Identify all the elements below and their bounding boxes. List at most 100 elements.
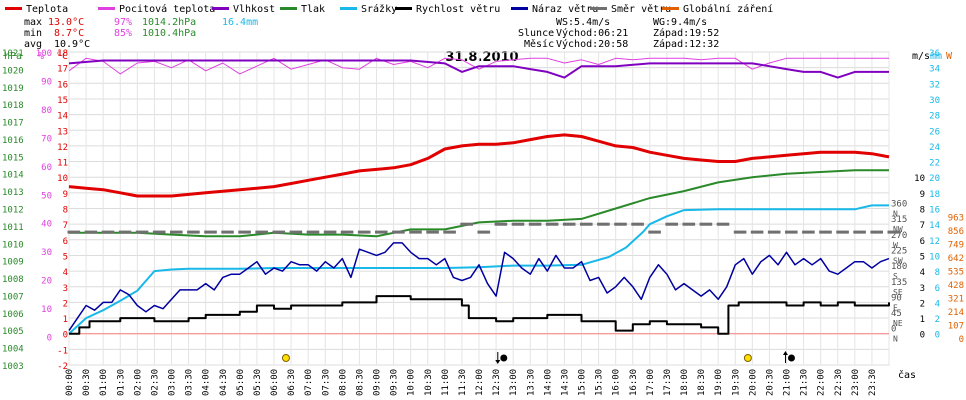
wind-direction-dot bbox=[128, 230, 132, 234]
wind-direction-dot bbox=[587, 222, 591, 226]
wind-direction-dot bbox=[657, 230, 661, 234]
wind-direction-dot bbox=[330, 230, 334, 234]
wind-direction-dot bbox=[770, 230, 774, 234]
time-tick-5: 02:30 bbox=[150, 369, 160, 396]
stat-min-hum: 85% bbox=[114, 28, 132, 39]
legend-label-4: Srážky bbox=[361, 3, 397, 15]
wind-direction-dot bbox=[213, 230, 217, 234]
wind-tick-4: 4 bbox=[920, 268, 925, 278]
humidity-tick-3: 30 bbox=[41, 248, 52, 258]
wind-direction-dot bbox=[689, 222, 693, 226]
wind-direction-dot bbox=[619, 222, 622, 226]
wind-direction-dot bbox=[260, 230, 264, 234]
wind-direction-dot bbox=[91, 230, 95, 234]
wind-direction-dot bbox=[514, 222, 518, 226]
wind-direction-dot bbox=[794, 230, 798, 234]
dir-tick-7: 315 bbox=[891, 215, 907, 225]
humidity-tick-6: 60 bbox=[41, 163, 52, 173]
stat-max-hum: 97% bbox=[114, 17, 132, 28]
time-tick-13: 06:30 bbox=[287, 369, 297, 396]
wind-direction-dot bbox=[367, 230, 371, 234]
pressure-tick-14: 1017 bbox=[2, 119, 24, 129]
humidity-tick-5: 50 bbox=[41, 191, 52, 201]
time-tick-12: 06:00 bbox=[270, 369, 280, 396]
wind-direction-dot bbox=[589, 222, 593, 226]
wind-direction-dot bbox=[604, 222, 608, 226]
wind-direction-dot bbox=[880, 230, 883, 234]
dir-letter-7: NW bbox=[893, 225, 903, 234]
legend-swatch-7 bbox=[590, 7, 607, 10]
wind-tick-0: 0 bbox=[920, 331, 925, 341]
legend-label-0: Teplota bbox=[26, 4, 68, 15]
wind-direction-dot bbox=[601, 222, 605, 226]
dir-letter-3: SE bbox=[893, 288, 903, 297]
legend-label-5: Rychlost větru bbox=[416, 3, 500, 15]
stat-max-press: 1014.2hPa bbox=[142, 17, 196, 28]
wind-direction-dot bbox=[504, 222, 508, 226]
sun-marker-0 bbox=[281, 354, 290, 362]
solar-tick-2: 214 bbox=[948, 308, 964, 318]
stat-avg-temp: 10.9°C bbox=[54, 39, 90, 50]
wind-direction-dot bbox=[828, 230, 832, 234]
time-tick-35: 17:30 bbox=[663, 369, 673, 396]
wind-direction-dot bbox=[494, 222, 498, 226]
wind-direction-dot bbox=[145, 230, 149, 234]
temperature-line bbox=[68, 133, 890, 198]
wind-direction-dot bbox=[221, 230, 225, 234]
wind-direction-dot bbox=[245, 230, 249, 234]
wind-direction-dot bbox=[565, 222, 569, 226]
wind-direction-dot bbox=[733, 230, 737, 234]
dir-tick-4: 180 bbox=[891, 262, 907, 272]
time-tick-23: 11:30 bbox=[458, 369, 468, 396]
wind-direction-dot bbox=[567, 222, 571, 226]
time-tick-9: 04:30 bbox=[219, 369, 229, 396]
wind-direction-dot bbox=[855, 230, 859, 234]
wind-direction-dot bbox=[875, 230, 879, 234]
legend-swatch-5 bbox=[395, 7, 412, 10]
wind-direction-dot bbox=[670, 222, 674, 226]
temp-tick-8: 6 bbox=[63, 237, 68, 247]
wind-direction-dot bbox=[845, 230, 849, 234]
temp-tick-15: 13 bbox=[57, 127, 68, 137]
wind-direction-dot bbox=[484, 230, 488, 234]
legend-label-8: Globální záření bbox=[683, 3, 773, 15]
wind-direction-dot bbox=[892, 230, 896, 234]
wind-direction-dot bbox=[392, 230, 396, 234]
pressure-tick-17: 1020 bbox=[2, 66, 24, 76]
wind-direction-dot bbox=[247, 230, 251, 234]
wind-direction-dot bbox=[716, 222, 720, 226]
wind-direction-dot bbox=[172, 230, 176, 234]
dir-letter-5: SW bbox=[893, 256, 903, 265]
wind-direction-dot bbox=[758, 230, 761, 234]
wind-direction-dot bbox=[87, 230, 90, 234]
wind-direction-dot bbox=[736, 230, 740, 234]
solar-tick-6: 642 bbox=[948, 254, 964, 264]
wind-direction-dot bbox=[328, 230, 332, 234]
time-tick-41: 20:30 bbox=[765, 369, 775, 396]
temp-tick-9: 7 bbox=[63, 221, 68, 231]
wind-direction-dot bbox=[89, 230, 93, 234]
legend-label-6: Náraz větru bbox=[532, 3, 598, 15]
legend-swatch-0 bbox=[5, 7, 22, 10]
rain-tick-17: 34 bbox=[929, 65, 940, 75]
wind-direction-dot bbox=[72, 230, 76, 234]
dir-tick-1: 45 bbox=[891, 309, 902, 319]
rain-tick-18: 36 bbox=[929, 49, 940, 59]
wind-direction-dot bbox=[555, 222, 559, 226]
wind-direction-dot bbox=[292, 230, 295, 234]
legend-swatch-6 bbox=[511, 7, 528, 10]
wind-direction-dot bbox=[570, 222, 574, 226]
rain-tick-16: 32 bbox=[929, 80, 940, 90]
time-tick-24: 12:00 bbox=[475, 369, 485, 396]
humidity-tick-1: 10 bbox=[41, 305, 52, 315]
wind-direction-dot bbox=[414, 230, 417, 234]
wind-direction-dot bbox=[179, 230, 183, 234]
wind-direction-dot bbox=[667, 222, 671, 226]
time-tick-40: 20:00 bbox=[748, 369, 758, 396]
wind-direction-dot bbox=[789, 230, 793, 234]
axes: 1003100410051006100710081009101010111012… bbox=[2, 49, 964, 396]
wind-direction-dot bbox=[811, 230, 815, 234]
wind-direction-dot bbox=[108, 230, 112, 234]
wind-direction-dot bbox=[726, 222, 730, 226]
stat-avg-label: avg bbox=[24, 39, 42, 50]
